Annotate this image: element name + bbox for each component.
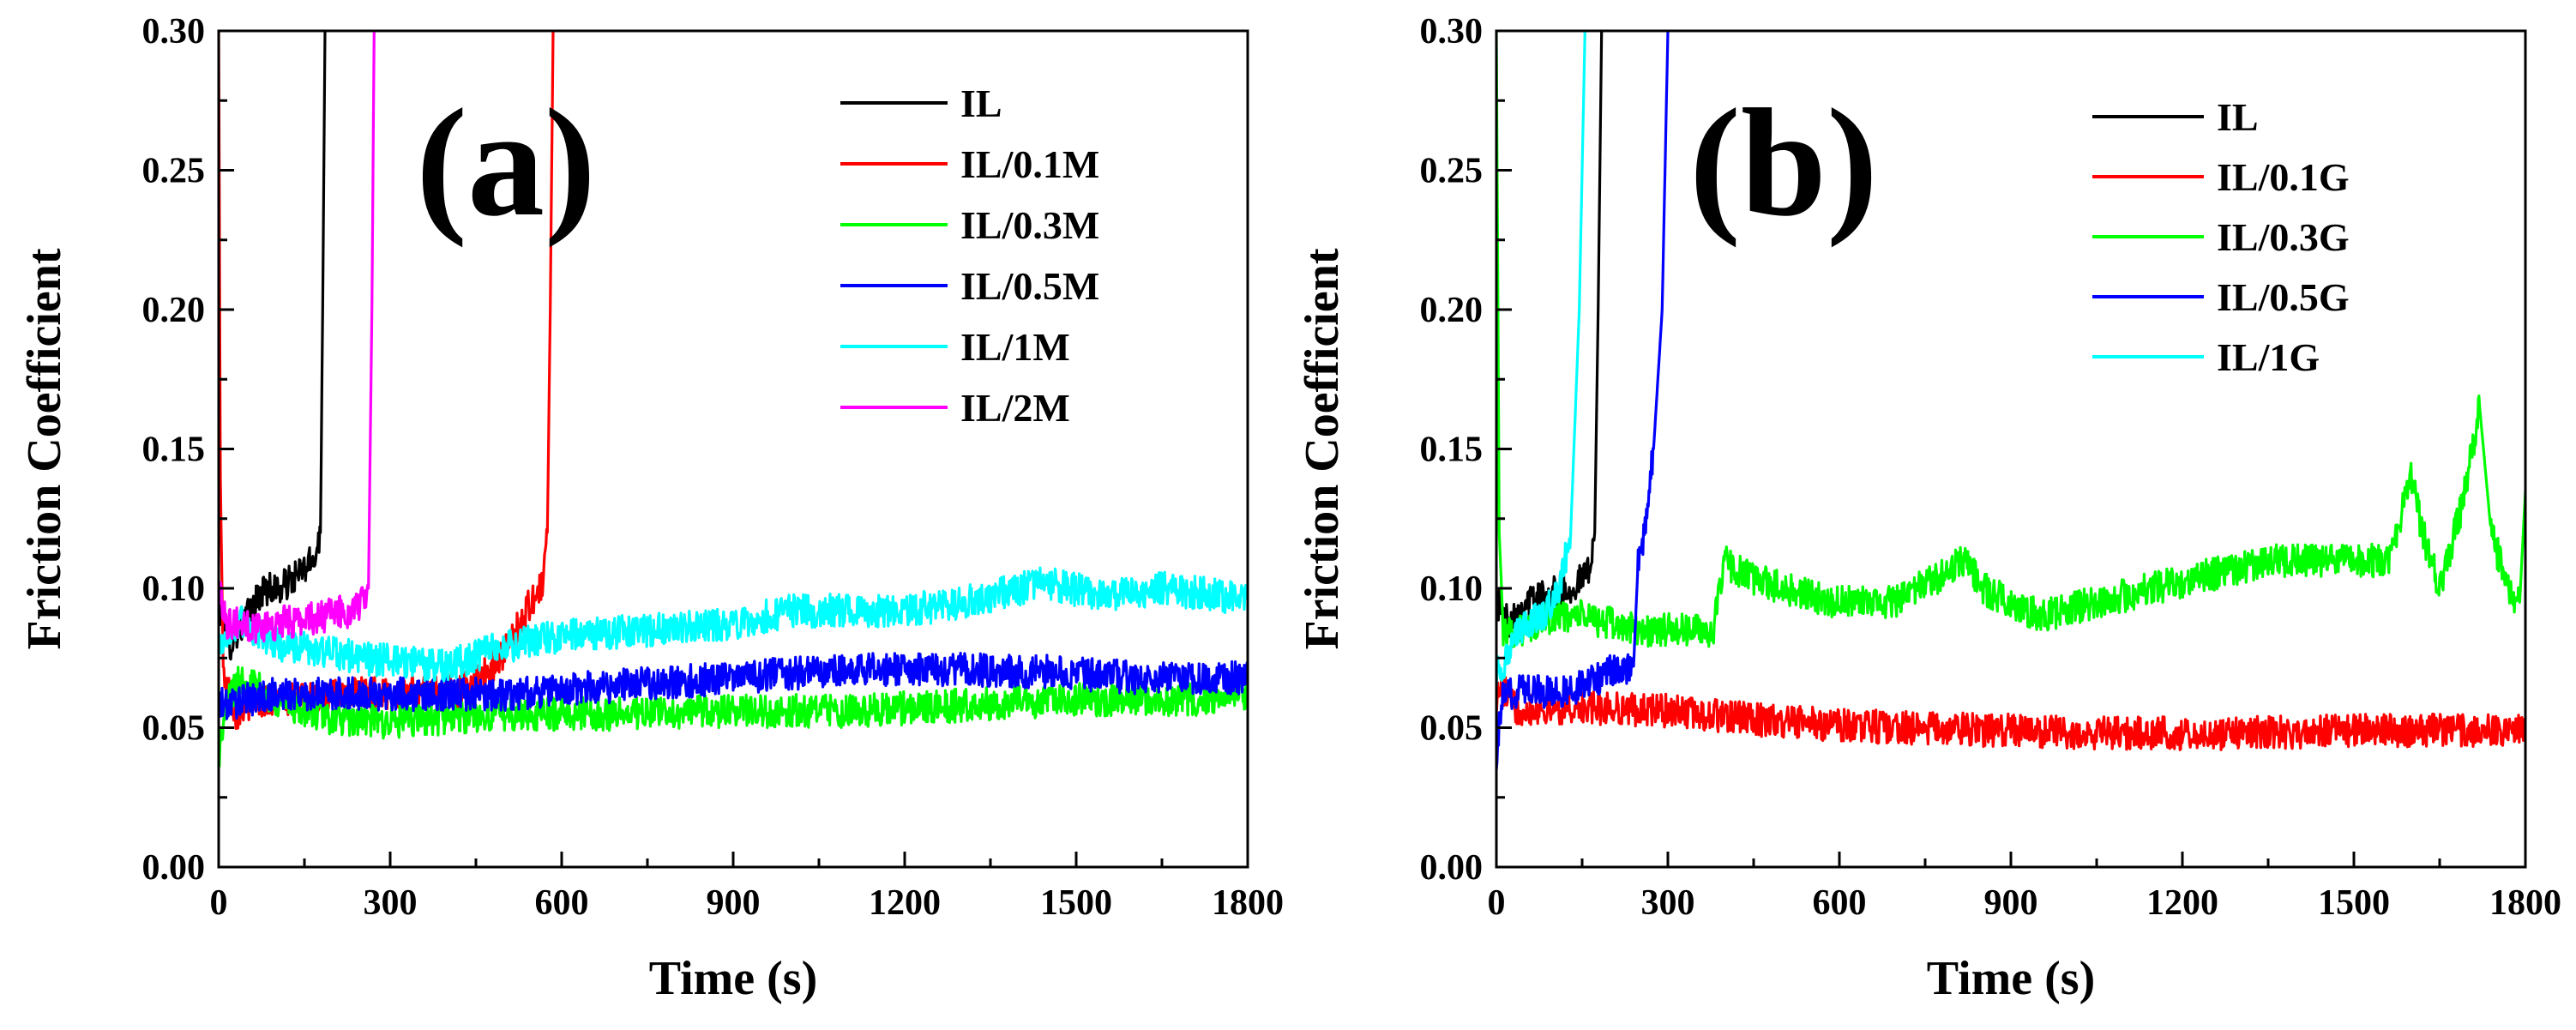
x-tick-label: 1200 xyxy=(2146,883,2218,923)
legend-label: IL/0.3G xyxy=(2217,215,2350,259)
y-tick-label: 0.20 xyxy=(142,291,206,330)
series-group xyxy=(1496,31,2525,770)
legend-label: IL/0.5G xyxy=(2217,275,2350,319)
series-line-il-0-1g xyxy=(1496,676,2525,751)
y-tick-label: 0.15 xyxy=(142,431,206,470)
series-line-il-1m xyxy=(219,566,1248,683)
series-line-il-0-3g xyxy=(1496,31,2525,648)
y-tick-label: 0.05 xyxy=(142,709,206,749)
legend-label: IL/1G xyxy=(2217,335,2320,379)
x-tick-label: 0 xyxy=(210,883,228,923)
legend-label: IL xyxy=(2217,95,2259,139)
x-tick-label: 1500 xyxy=(1040,883,1112,923)
legend-label: IL/2M xyxy=(960,386,1070,430)
x-tick-label: 0 xyxy=(1488,883,1506,923)
x-tick-label: 1800 xyxy=(1212,883,1284,923)
y-tick-label: 0.15 xyxy=(1420,431,1484,470)
x-tick-label: 1500 xyxy=(2318,883,2390,923)
y-tick-label: 0.10 xyxy=(1420,569,1484,609)
x-tick-label: 600 xyxy=(1813,883,1867,923)
series-line-il xyxy=(219,31,327,661)
plot-frame xyxy=(1495,29,2527,869)
x-tick-label: 300 xyxy=(1641,883,1695,923)
panel-label: (b) xyxy=(1689,77,1878,248)
series-group xyxy=(219,31,1248,768)
series-line-il-2m xyxy=(219,31,376,644)
chart-panel-b: 0 300 600 900 1200 1500 1800 0.00 0.05 0.10 0.15 0.… xyxy=(1296,12,2561,1005)
legend: IL IL/0.1M IL/0.3M IL/0.5M IL/1M IL/2M xyxy=(840,81,1099,430)
legend-label: IL/1M xyxy=(960,325,1070,369)
x-axis-title: Time (s) xyxy=(649,952,818,1005)
x-tick-label: 600 xyxy=(535,883,589,923)
chart-panel-a: 0 300 600 900 1200 1500 1800 0.00 0.05 0.10 0.15 0.… xyxy=(18,12,1284,1005)
series-line-il xyxy=(1496,31,1604,638)
y-axis-title: Friction Coefficient xyxy=(18,248,71,649)
legend: IL IL/0.1G IL/0.3G IL/0.5G IL/1G xyxy=(2092,95,2350,379)
y-tick-label: 0.30 xyxy=(1420,12,1484,51)
legend-label: IL/0.3M xyxy=(960,203,1099,247)
series-line-il-0-5g xyxy=(1496,31,1670,770)
y-tick-label: 0.00 xyxy=(1420,848,1484,888)
y-tick-label: 0.05 xyxy=(1420,709,1484,749)
legend-label: IL/0.1G xyxy=(2217,155,2350,199)
legend-label: IL/0.1M xyxy=(960,142,1099,186)
legend-label: IL/0.5M xyxy=(960,264,1099,308)
y-tick-label: 0.30 xyxy=(142,12,206,51)
x-axis-title: Time (s) xyxy=(1927,952,2096,1005)
x-tick-label: 900 xyxy=(707,883,761,923)
x-tick-label: 1200 xyxy=(869,883,941,923)
series-line-il-0-5m xyxy=(219,652,1248,720)
series-line-il-0-3m xyxy=(219,666,1248,768)
y-axis-title: Friction Coefficient xyxy=(1296,248,1349,649)
panel-label: (a) xyxy=(416,77,596,248)
y-tick-label: 0.20 xyxy=(1420,291,1484,330)
x-tick-label: 300 xyxy=(364,883,418,923)
y-tick-label: 0.25 xyxy=(1420,152,1484,191)
y-tick-label: 0.25 xyxy=(142,152,206,191)
series-line-il-1g xyxy=(1496,31,1586,686)
x-tick-label: 900 xyxy=(1984,883,2038,923)
y-tick-label: 0.10 xyxy=(142,569,206,609)
x-tick-label: 1800 xyxy=(2489,883,2561,923)
y-tick-label: 0.00 xyxy=(142,848,206,888)
legend-label: IL xyxy=(960,81,1002,125)
